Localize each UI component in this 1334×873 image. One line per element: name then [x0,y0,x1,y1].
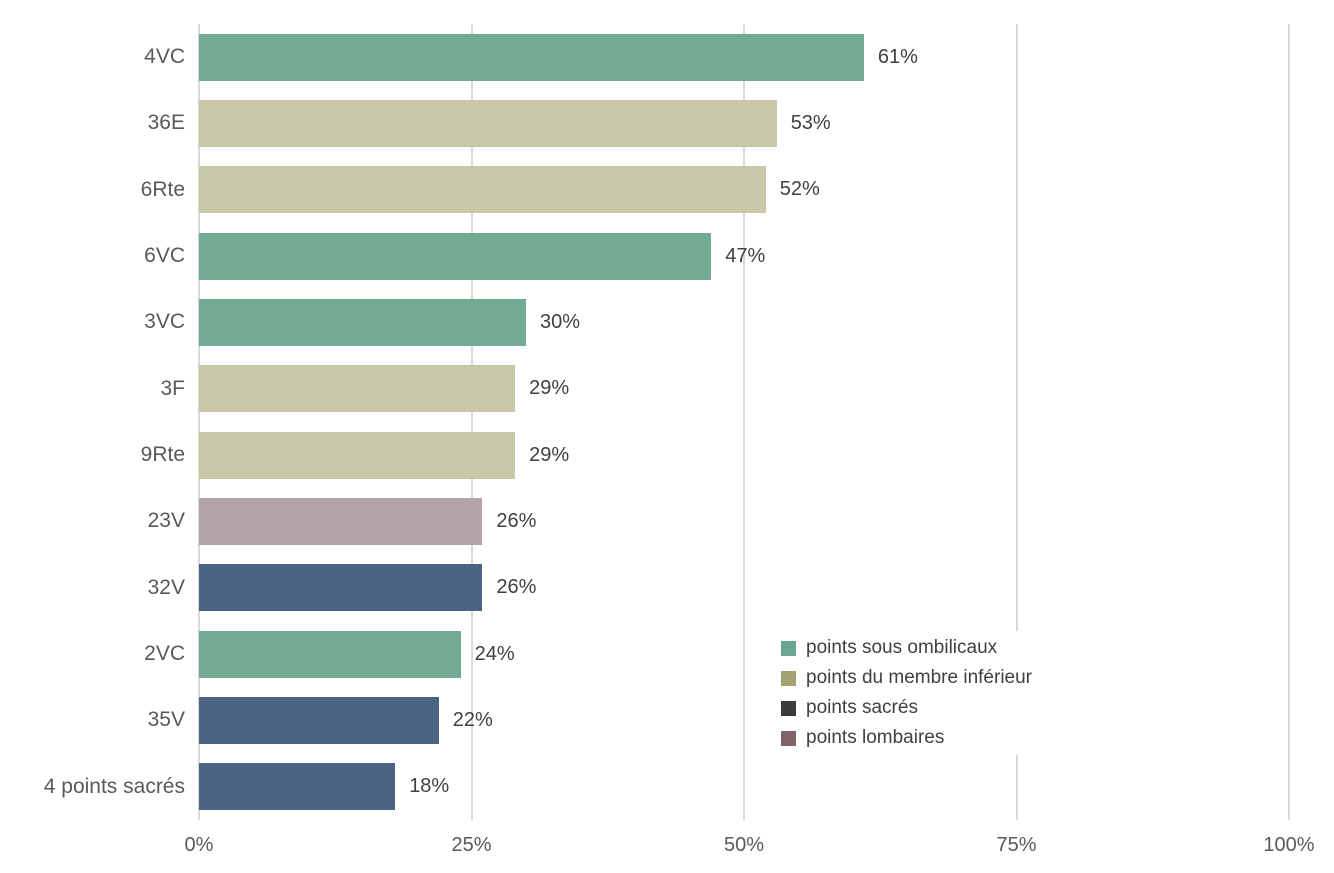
bar-35V [199,696,439,744]
legend-swatch-icon [781,640,796,656]
bar-row: 29% [199,356,1289,422]
value-label: 29% [529,443,570,466]
bar-3VC [199,298,526,346]
bar-6VC [199,232,712,280]
bar-row: 53% [199,90,1289,156]
category-label: 36E [147,111,185,135]
x-tick-label: 0% [184,834,214,856]
x-axis: 0% 25% 50% 75% 100% [185,834,1315,864]
category-label: 6Rte [140,177,185,201]
value-label: 30% [540,310,581,333]
value-label: 18% [409,775,450,798]
value-label: 24% [474,642,515,665]
value-label: 53% [790,111,831,134]
bar-row: 30% [199,289,1289,355]
legend-item: points lombaires [781,723,1032,753]
category-label: 23V [147,509,185,533]
bar-row: 29% [199,422,1289,488]
value-label: 26% [496,576,537,599]
bar-9Rte [199,431,516,479]
legend-item: points du membre inférieur [781,663,1032,693]
x-tick-label: 75% [996,834,1037,856]
category-label: 4 points sacrés [43,774,185,798]
bar-row: 52% [199,157,1289,223]
category-label: 6VC [144,244,185,268]
bar-36E [199,99,777,147]
bar-row: 47% [199,223,1289,289]
bar-3F [199,365,516,413]
category-label: 3VC [144,310,185,334]
bar-row: 22% [199,687,1289,753]
bars: 61% 53% 52% 47% 30% 29% 29% 26% 26% 24% 22% 18% [199,24,1289,820]
legend-label: points sacrés [806,697,918,718]
legend-label: points sous ombilicaux [806,637,998,658]
gridline-100% [1288,24,1290,820]
bar-2VC [199,630,461,678]
category-label: 32V [147,575,185,599]
bar-row: 61% [199,24,1289,90]
bar-23V [199,497,483,545]
legend-label: points du membre inférieur [806,667,1032,688]
category-label: 35V [147,708,185,732]
value-label: 26% [496,509,537,532]
legend-swatch-icon [781,700,796,716]
category-label: 3F [160,376,185,400]
gridline-75% [1015,24,1018,820]
category-label: 2VC [144,642,185,666]
gridlines [198,24,1290,820]
category-labels: 4VC 36E 6Rte 6VC 3VC 3F 9Rte 23V 32V 2VC 35V 4 poin… [0,24,185,820]
value-label: 47% [725,244,766,267]
legend-item: points sacrés [781,693,1032,723]
legend-swatch-icon [781,670,796,686]
bar-row: 26% [199,555,1289,621]
value-label: 22% [452,708,493,731]
category-label: 4VC [144,45,185,69]
x-tick-label: 25% [451,834,492,856]
bar-row: 24% [199,621,1289,687]
legend-label: points lombaires [806,727,945,748]
bar-row: 26% [199,488,1289,554]
gridline-50% [743,24,745,820]
x-tick-label: 50% [723,834,765,856]
value-label: 29% [529,377,570,400]
gridline-0% [198,24,200,820]
gridline-25% [470,24,473,820]
category-label: 9Rte [140,443,185,467]
legend: points sous ombilicaux points du membre i… [777,631,1042,755]
bar-4VC [199,33,864,81]
value-label: 52% [779,178,820,201]
value-label: 61% [877,45,918,68]
legend-item: points sous ombilicaux [781,633,1032,663]
bar-32V [199,564,483,612]
bar-4 points sacrés [199,763,396,811]
legend-swatch-icon [781,730,796,746]
bar-row: 18% [199,754,1289,820]
x-tick-label: 100% [1263,834,1315,856]
bar-6Rte [199,166,766,214]
plot-area: 61% 53% 52% 47% 30% 29% 29% 26% 26% 24% 22% 18% [198,24,1290,820]
